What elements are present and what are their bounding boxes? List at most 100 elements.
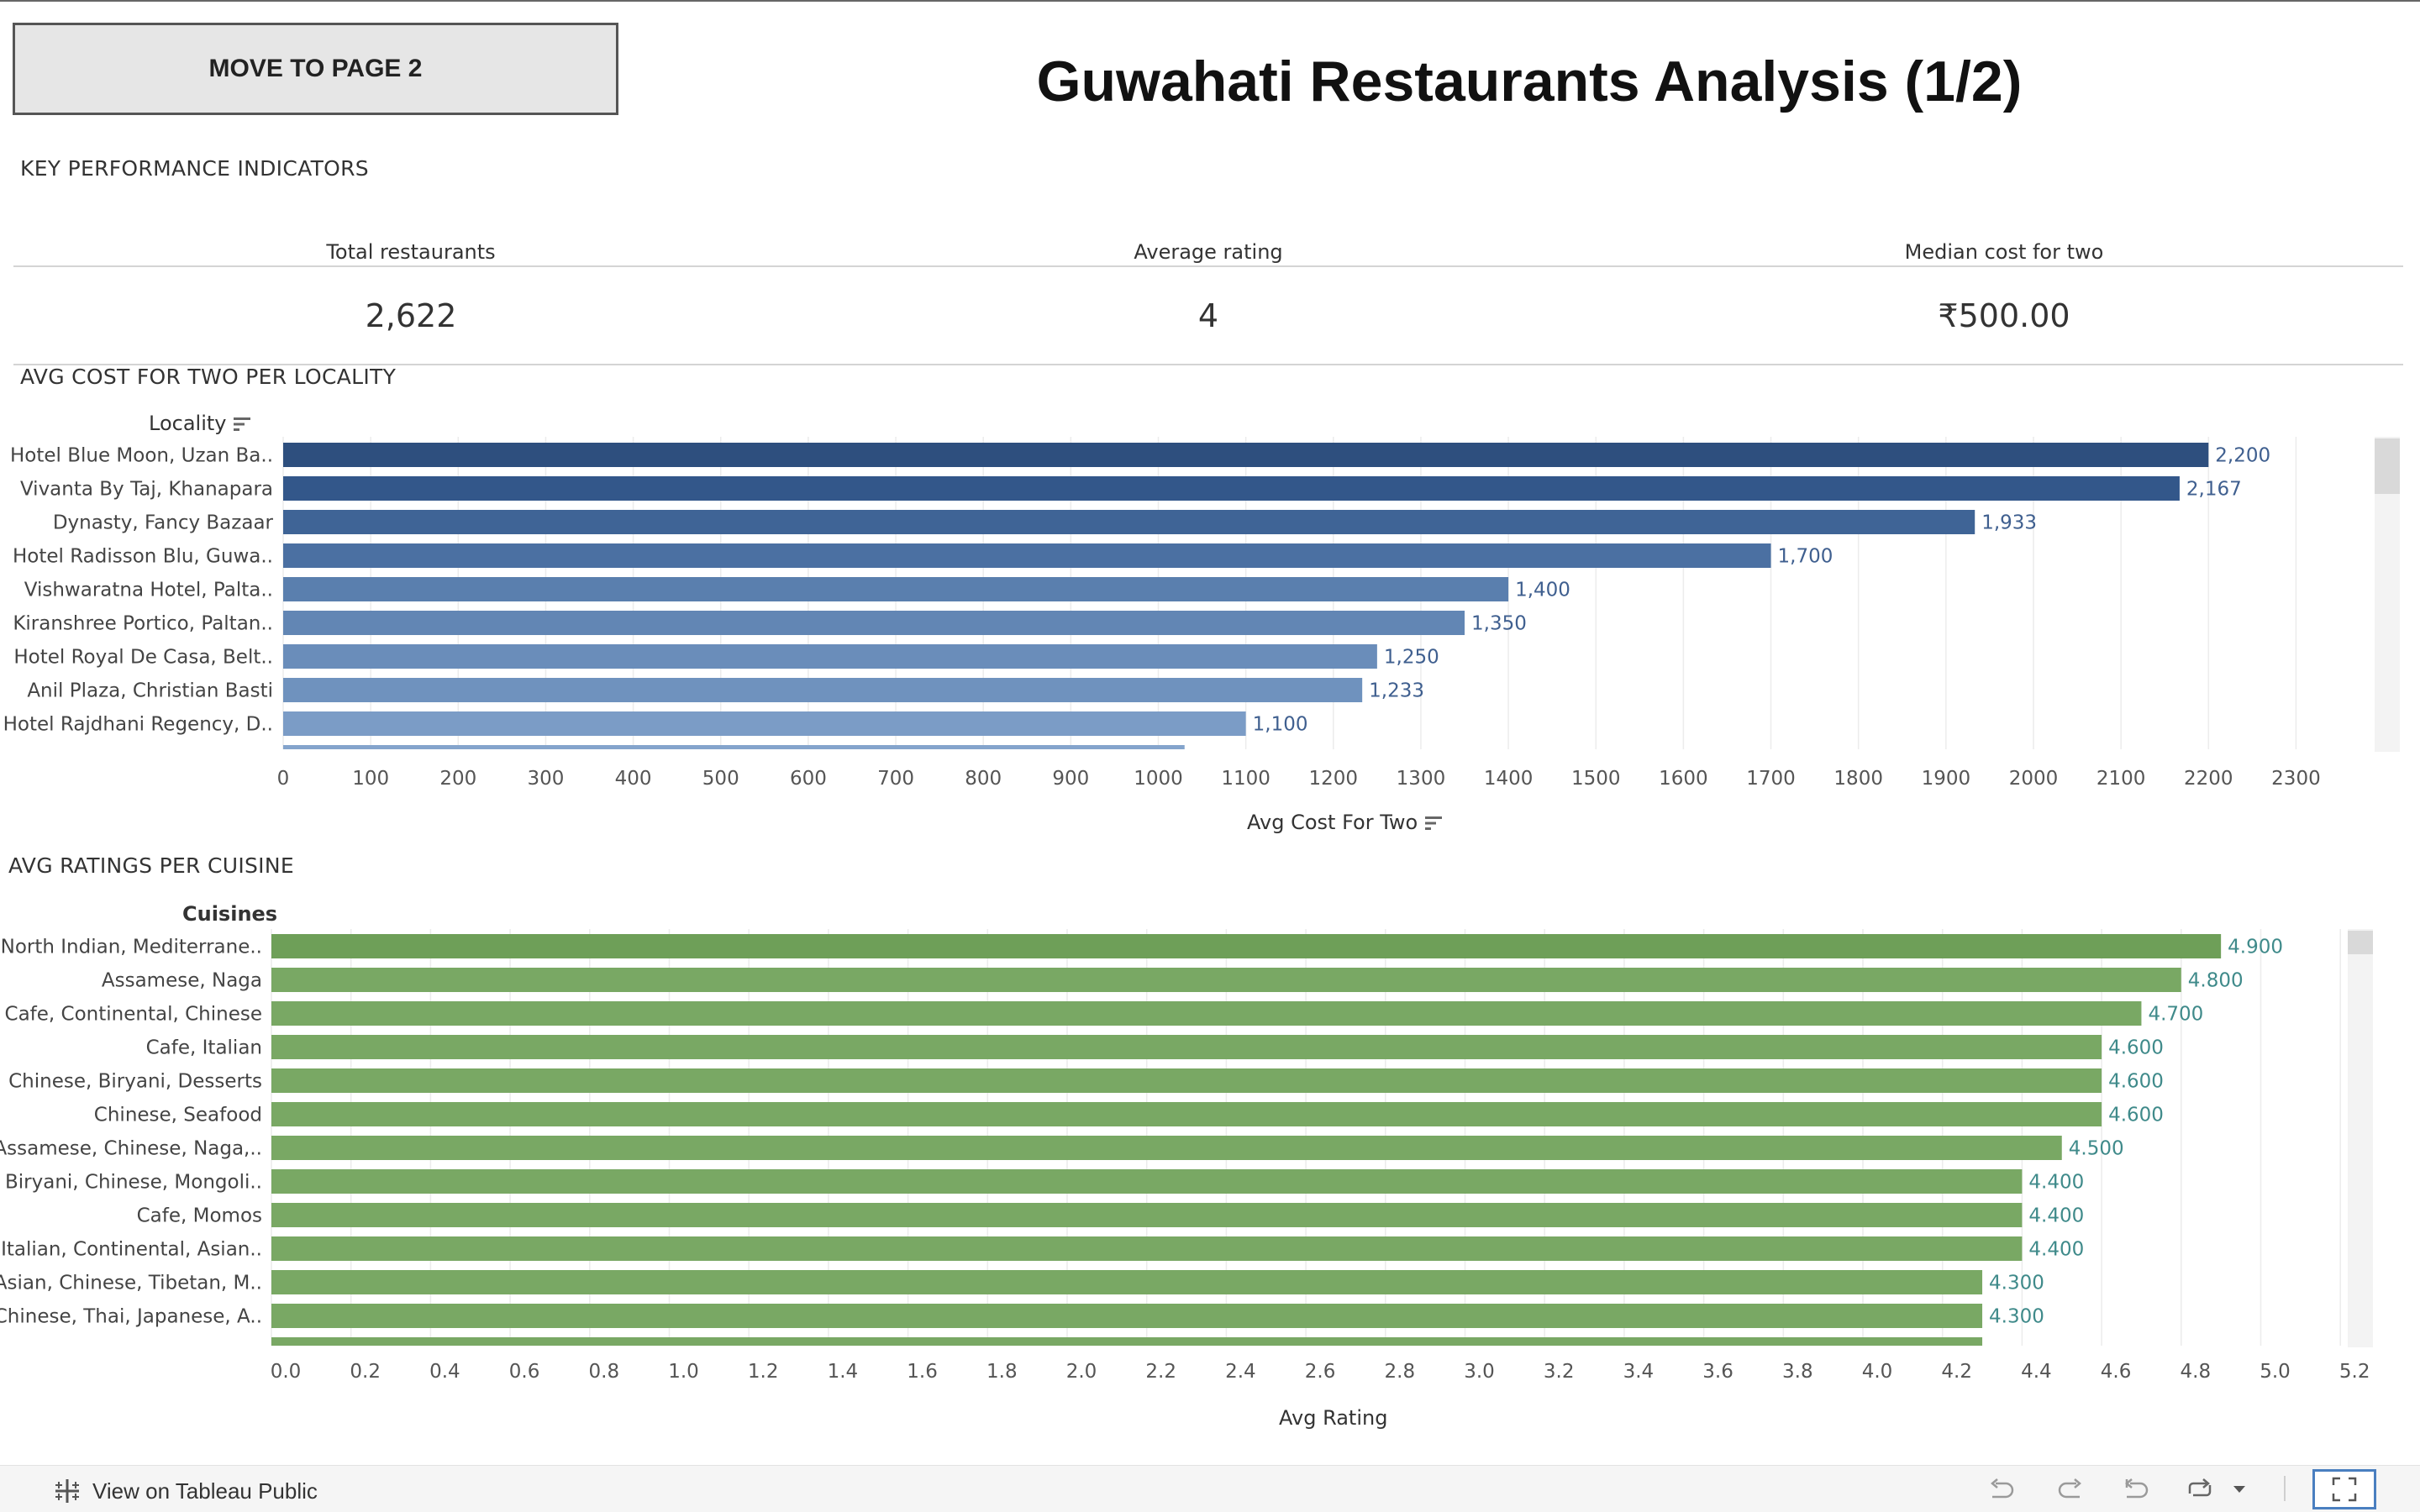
category-label: Hotel Royal De Casa, Belt.. [13,647,273,669]
bar [271,1304,1983,1328]
x-tick-label: 5.0 [2260,1361,2291,1383]
bar [283,577,1509,601]
dropdown-icon[interactable] [2227,1474,2252,1504]
x-tick-label: 1800 [1833,768,1883,790]
bars-group: North Indian, Mediterrane.. 4.900 Assamese… [0,934,2283,1346]
x-tick-label: 2.0 [1066,1361,1097,1383]
x-tick-label: 2000 [2009,768,2059,790]
bar [271,1001,2142,1026]
cost-chart-title: AVG COST FOR TWO PER LOCALITY [20,365,397,389]
x-tick-label: 1000 [1134,768,1183,790]
move-to-page-2-button[interactable]: MOVE TO PAGE 2 [13,23,618,115]
data-label: 4.600 [2108,1105,2164,1126]
category-label: Biryani, Chinese, Mongoli.. [5,1172,262,1194]
fullscreen-icon[interactable] [2312,1469,2376,1509]
category-label: Hotel Radisson Blu, Guwa.. [13,546,273,568]
kpi-label-total-restaurants: Total restaurants [326,240,496,264]
category-label: Vishwaratna Hotel, Palta.. [24,580,273,601]
x-tick-label: 4.0 [1862,1361,1893,1383]
bar [283,543,1771,568]
x-tick-label: 1500 [1571,768,1621,790]
x-tick-label: 700 [877,768,914,790]
category-label: Hotel Rajdhani Regency, D.. [3,714,273,736]
x-tick-label: 4.6 [2101,1361,2132,1383]
kpi-bottom-divider [13,364,2403,365]
kpi-label-median-cost: Median cost for two [1904,240,2104,264]
data-label: 1,700 [1778,546,1833,568]
bar [271,1203,2023,1227]
x-tick-label: 2.8 [1385,1361,1416,1383]
category-label: Hotel Blue Moon, Uzan Ba.. [10,445,273,467]
data-label: 4.600 [2108,1071,2164,1093]
category-label: Chinese, Seafood [94,1105,262,1126]
x-tick-label: 1700 [1746,768,1796,790]
kpi-value-total-restaurants: 2,622 [365,297,457,334]
x-tick-label: 800 [965,768,1002,790]
bar [271,1035,2102,1059]
bars-group: Hotel Blue Moon, Uzan Ba.. 2,200 Vivanta B… [3,443,2270,749]
x-tick-label: 2100 [2096,768,2146,790]
x-tick-label: 300 [527,768,564,790]
x-tick-label: 4.8 [2181,1361,2212,1383]
x-tick-label: 3.4 [1623,1361,1655,1383]
rating-chart-scrollbar[interactable] [2348,929,2373,1347]
data-label: 1,933 [1981,512,2037,534]
bar [271,934,2222,958]
bar [283,510,1975,534]
rating-chart-scroll-thumb[interactable] [2348,931,2373,954]
data-label: 4.900 [2228,937,2283,958]
x-tick-label: 200 [439,768,476,790]
cost-chart-x-axis-title[interactable]: Avg Cost For Two [1247,811,1443,834]
kpi-section-title: KEY PERFORMANCE INDICATORS [20,156,369,181]
x-tick-label: 1.8 [986,1361,1018,1383]
cost-chart-y-axis-title[interactable]: Locality [149,412,251,435]
x-tick-label: 1200 [1309,768,1359,790]
revert-icon[interactable] [2119,1474,2153,1504]
x-tick-label: 3.6 [1702,1361,1733,1383]
kpi-value-median-cost: ₹500.00 [1938,297,2070,334]
category-label: Assamese, Chinese, Naga,.. [0,1138,262,1160]
sort-icon[interactable] [233,416,251,433]
rating-chart: 0.0 0.2 0.4 0.6 0.8 1.0 1.2 1.4 1.6 1.8 2.0 2.2 2.4 2… [0,929,2370,1383]
bar [283,644,1377,669]
bar [283,711,1246,736]
x-tick-label: 4.2 [1941,1361,1972,1383]
bar [271,1169,2023,1194]
category-label: Assamese, Naga [102,970,262,992]
data-label: 1,100 [1253,714,1308,736]
cost-chart-scroll-thumb[interactable] [2375,438,2400,494]
data-label: 4.600 [2108,1037,2164,1059]
view-on-tableau-public-link[interactable]: View on Tableau Public [52,1476,318,1506]
bar [283,611,1465,635]
category-label: Asian, Chinese, Tibetan, M.. [0,1273,262,1294]
bar [271,1236,2023,1261]
category-label: Kiranshree Portico, Paltan.. [13,613,273,635]
x-tick-label: 1300 [1397,768,1446,790]
data-label: 2,167 [2186,479,2242,501]
category-label: Italian, Continental, Asian.. [1,1239,262,1261]
undo-icon[interactable] [1985,1474,2018,1504]
x-tick-label: 5.2 [2339,1361,2370,1383]
rating-chart-y-axis-title: Cuisines [182,902,278,926]
bar [271,1136,2062,1160]
x-tick-label: 1600 [1659,768,1708,790]
data-label: 4.800 [2188,970,2244,992]
bar [283,443,2209,467]
kpi-label-average-rating: Average rating [1134,240,1283,264]
sort-icon[interactable] [1424,815,1443,832]
top-border [0,0,2420,2]
cost-chart-x-axis-label: Avg Cost For Two [1247,811,1418,834]
x-tick-label: 4.4 [2021,1361,2052,1383]
data-label: 4.400 [2028,1172,2084,1194]
category-label: Anil Plaza, Christian Basti [27,680,273,702]
redo-icon[interactable] [2054,1474,2087,1504]
bar [283,476,2180,501]
category-label: North Indian, Mediterrane.. [1,937,262,958]
x-tick-label: 100 [352,768,389,790]
bar [283,745,1185,749]
bar [271,1270,1983,1294]
kpi-value-average-rating: 4 [1197,297,1219,334]
x-tick-label: 1900 [1922,768,1971,790]
kpi-header-divider [13,265,2403,267]
share-icon[interactable] [2183,1474,2217,1504]
